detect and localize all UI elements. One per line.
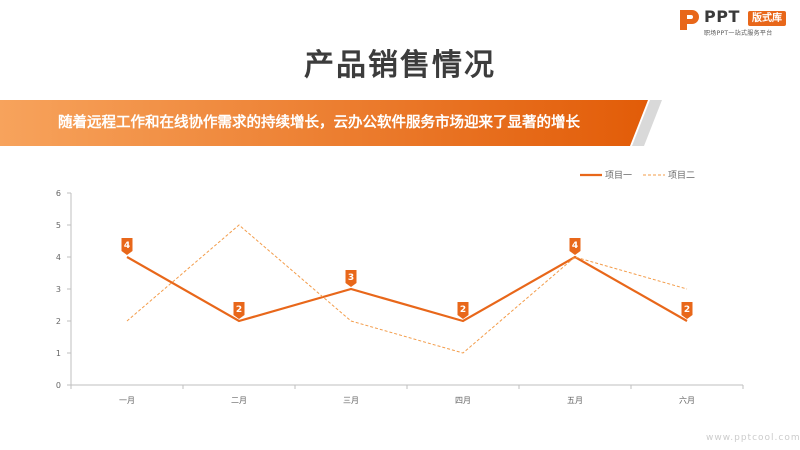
ppt-logo-icon (680, 10, 699, 30)
data-label: 2 (457, 302, 469, 319)
logo-tagline: 职场PPT一站式服务平台 (704, 30, 773, 37)
data-label-value: 4 (124, 241, 130, 251)
legend-label: 项目二 (668, 170, 695, 181)
y-tick-label: 3 (56, 285, 61, 294)
data-label-marker (457, 302, 469, 319)
y-tick-label: 6 (56, 189, 61, 198)
data-label-marker (345, 270, 357, 287)
y-tick-label: 5 (56, 221, 61, 230)
x-tick-label: 三月 (343, 396, 359, 405)
x-tick-label: 一月 (119, 396, 135, 405)
legend-label: 项目一 (605, 170, 632, 181)
line-chart: 项目一 项目二 0 1 2 3 4 5 6 一月 二月 三月 四月 五月 六月 4 2 3 2 4 2 (56, 170, 744, 405)
data-label: 2 (233, 302, 245, 319)
chart-data-labels: 4 2 3 2 4 2 (121, 238, 693, 319)
page-title: 产品销售情况 (304, 48, 496, 83)
x-tick-label: 四月 (455, 396, 471, 405)
data-label: 2 (681, 302, 693, 319)
y-tick-label: 1 (56, 349, 61, 358)
data-label-marker (569, 238, 581, 255)
data-label: 3 (345, 270, 357, 287)
watermark: www.pptcool.com (706, 433, 800, 443)
banner-text: 随着远程工作和在线协作需求的持续增长，云办公软件服务市场迎来了显著的增长 (58, 115, 580, 131)
data-label: 4 (121, 238, 133, 255)
y-tick-label: 0 (56, 381, 61, 390)
data-label-value: 3 (348, 273, 354, 283)
legend-item-2: 项目二 (643, 170, 695, 181)
legend-item-1: 项目一 (580, 170, 632, 181)
data-label-marker (681, 302, 693, 319)
data-label-value: 2 (236, 305, 242, 315)
y-tick-label: 2 (56, 317, 61, 326)
data-label-value: 4 (572, 241, 578, 251)
data-label-marker (121, 238, 133, 255)
banner: 随着远程工作和在线协作需求的持续增长，云办公软件服务市场迎来了显著的增长 (0, 100, 800, 146)
series-line-1 (126, 255, 688, 323)
series-line-2 (126, 224, 688, 354)
chart-series (126, 224, 688, 354)
logo-badge: 版式库 (748, 11, 786, 26)
logo-brand: PPT (704, 7, 740, 26)
data-label-value: 2 (460, 305, 466, 315)
banner-background (0, 100, 662, 146)
chart-legend: 项目一 项目二 (580, 170, 695, 181)
data-label: 4 (569, 238, 581, 255)
chart-axes: 0 1 2 3 4 5 6 一月 二月 三月 四月 五月 六月 (56, 189, 744, 405)
data-label-value: 2 (684, 305, 690, 315)
x-tick-label: 二月 (231, 396, 247, 405)
y-tick-label: 4 (56, 253, 61, 262)
x-tick-label: 五月 (567, 396, 583, 405)
x-tick-label: 六月 (679, 395, 695, 405)
data-label-marker (233, 302, 245, 319)
logo: PPT 版式库 职场PPT一站式服务平台 (678, 7, 796, 38)
